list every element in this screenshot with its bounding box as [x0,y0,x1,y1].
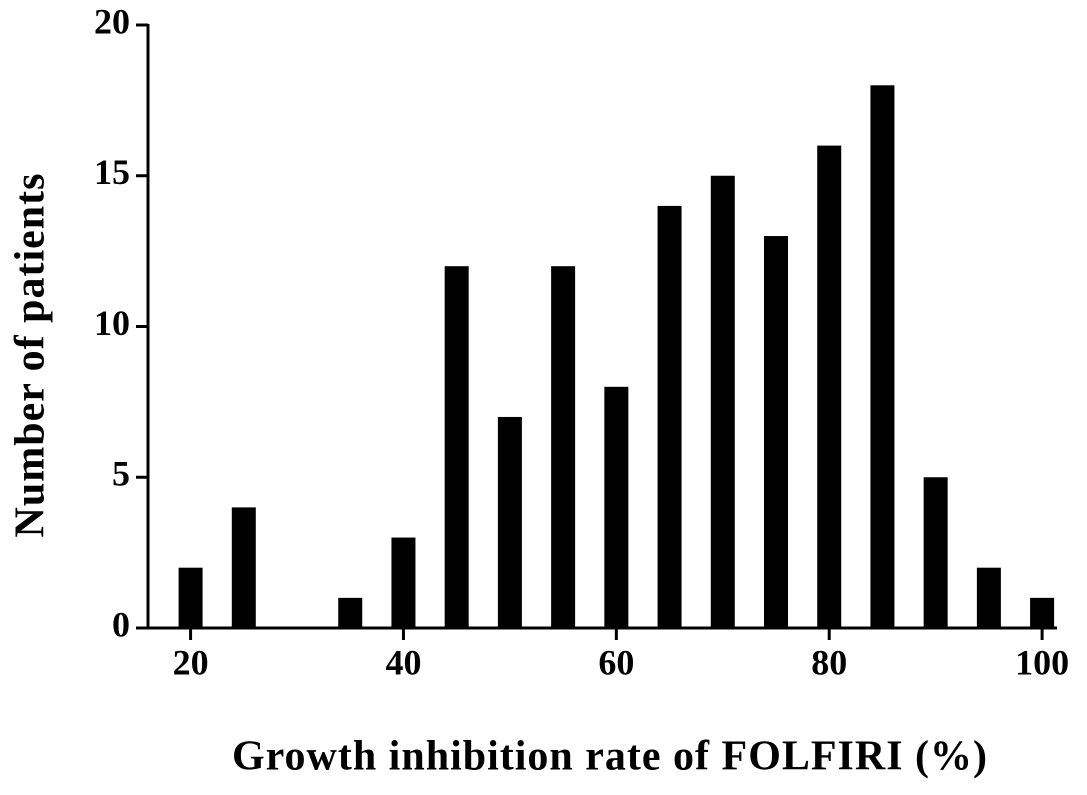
y-axis-label: Number of patients [8,173,54,538]
bar [444,266,469,628]
bar [231,507,256,628]
bar [551,266,576,628]
bar [923,477,948,628]
x-tick-label: 40 [385,642,421,682]
bar [497,416,522,628]
bar [976,567,1001,628]
bar [1030,597,1055,628]
bar [710,175,735,628]
x-axis-label: Growth inhibition rate of FOLFIRI (%) [232,734,988,780]
bar [817,145,842,628]
bar [763,236,788,629]
y-tick-label: 0 [112,604,130,644]
x-tick-label: 60 [598,642,634,682]
y-tick-label: 10 [94,303,130,343]
y-tick-label: 15 [94,152,130,192]
bar [657,205,682,628]
y-tick-label: 5 [112,454,130,494]
y-tick-label: 20 [94,1,130,41]
bar [604,386,629,628]
bar [391,537,416,628]
x-tick-label: 80 [811,642,847,682]
bar [870,85,895,629]
x-tick-label: 100 [1015,642,1069,682]
bar [178,567,203,628]
x-tick-label: 20 [173,642,209,682]
bar [338,597,363,628]
